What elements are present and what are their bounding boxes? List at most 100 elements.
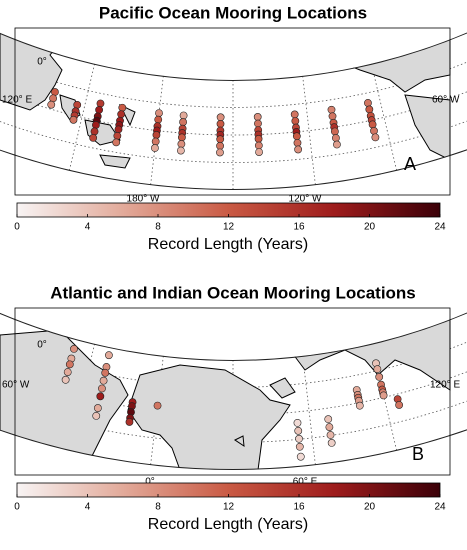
lon-label: 120° W: [289, 194, 322, 205]
mooring: [154, 115, 163, 124]
colorbar-label: Record Length (Years): [148, 236, 308, 253]
mooring: [176, 146, 185, 155]
lon-label: 60° W: [2, 380, 30, 391]
colorbar-tick-label: 24: [434, 222, 446, 233]
colorbar-tick-label: 4: [85, 502, 91, 513]
mooring: [370, 127, 378, 135]
colorbar-tick-label: 12: [223, 222, 235, 233]
mooring: [293, 418, 302, 427]
mooring: [216, 135, 225, 144]
mooring: [330, 127, 339, 136]
mooring: [216, 148, 224, 157]
mooring: [92, 121, 100, 129]
mooring: [333, 140, 341, 149]
mooring: [295, 434, 303, 443]
mooring: [255, 148, 263, 156]
moorings: [47, 88, 380, 157]
mooring: [395, 401, 404, 409]
mooring: [114, 125, 123, 134]
mooring: [295, 442, 304, 451]
mooring: [364, 99, 372, 107]
mooring: [69, 115, 78, 124]
mooring: [113, 131, 122, 140]
lon-label: 0°: [37, 340, 47, 351]
mooring: [177, 140, 186, 148]
mooring: [296, 452, 305, 461]
mooring: [293, 138, 302, 147]
mooring: [375, 373, 384, 381]
mooring: [125, 418, 134, 426]
mooring: [294, 426, 303, 435]
panel-title: Pacific Ocean Mooring Locations: [99, 3, 367, 22]
map-frame: [14, 307, 451, 476]
mooring: [151, 137, 160, 146]
meridian: [302, 75, 316, 186]
mooring: [73, 100, 82, 109]
panel-letter: B: [412, 444, 424, 464]
lon-label: 180° W: [127, 194, 160, 205]
mooring: [324, 415, 333, 424]
mooring: [371, 133, 380, 142]
colorbar-tick-label: 8: [155, 222, 161, 233]
mooring: [93, 404, 102, 412]
mooring: [291, 117, 300, 125]
mooring: [101, 368, 110, 377]
mooring: [327, 439, 336, 447]
colorbar-tick-label: 20: [364, 222, 376, 233]
mooring: [98, 384, 106, 393]
parallel: [0, 78, 467, 136]
map-frame: [14, 27, 451, 196]
mooring: [99, 376, 108, 385]
colorbar-tick-label: 0: [14, 222, 20, 233]
lon-label: 120° E: [2, 95, 32, 106]
colorbar-tick-label: 4: [85, 222, 91, 233]
mooring: [332, 134, 340, 142]
lon-label: 120° E: [430, 380, 460, 391]
mooring: [254, 141, 263, 150]
lon-label: 0°: [37, 57, 47, 68]
mooring: [89, 134, 98, 142]
mooring: [96, 99, 105, 108]
panel-title: Atlantic and Indian Ocean Mooring Locati…: [50, 283, 416, 302]
mooring: [373, 365, 382, 374]
lon-label: 60° E: [293, 477, 318, 488]
colorbar-tick-label: 16: [293, 502, 305, 513]
mooring: [365, 105, 374, 114]
mooring: [65, 360, 74, 369]
mooring: [90, 127, 99, 136]
lon-label: 0°: [145, 477, 155, 488]
mooring: [216, 141, 224, 150]
meridian: [302, 355, 316, 466]
mooring: [290, 110, 299, 119]
mooring: [179, 111, 188, 120]
mooring: [379, 391, 388, 400]
mooring: [96, 392, 105, 401]
mooring: [368, 120, 377, 129]
moorings: [61, 345, 404, 461]
mooring: [253, 113, 262, 121]
parallel: [0, 103, 467, 163]
colorbar-label: Record Length (Years): [148, 516, 308, 533]
colorbar-tick-label: 16: [293, 222, 305, 233]
mooring: [63, 368, 72, 376]
colorbar-tick-label: 20: [364, 502, 376, 513]
mooring: [216, 119, 225, 128]
mooring: [92, 411, 101, 420]
mooring: [155, 109, 163, 117]
map: [0, 52, 467, 190]
mooring: [254, 135, 263, 143]
colorbar-tick-label: 0: [14, 502, 20, 513]
mooring: [326, 431, 335, 439]
mooring: [153, 401, 162, 410]
mooring: [151, 144, 159, 152]
mooring: [178, 133, 186, 142]
mooring: [327, 105, 336, 114]
panel-letter: A: [404, 154, 416, 174]
mooring: [355, 401, 364, 410]
mooring: [61, 375, 70, 384]
mooring: [152, 131, 161, 139]
mooring: [70, 345, 78, 353]
lon-label: 60° W: [432, 95, 460, 106]
mooring: [254, 119, 262, 128]
mooring: [328, 112, 337, 121]
